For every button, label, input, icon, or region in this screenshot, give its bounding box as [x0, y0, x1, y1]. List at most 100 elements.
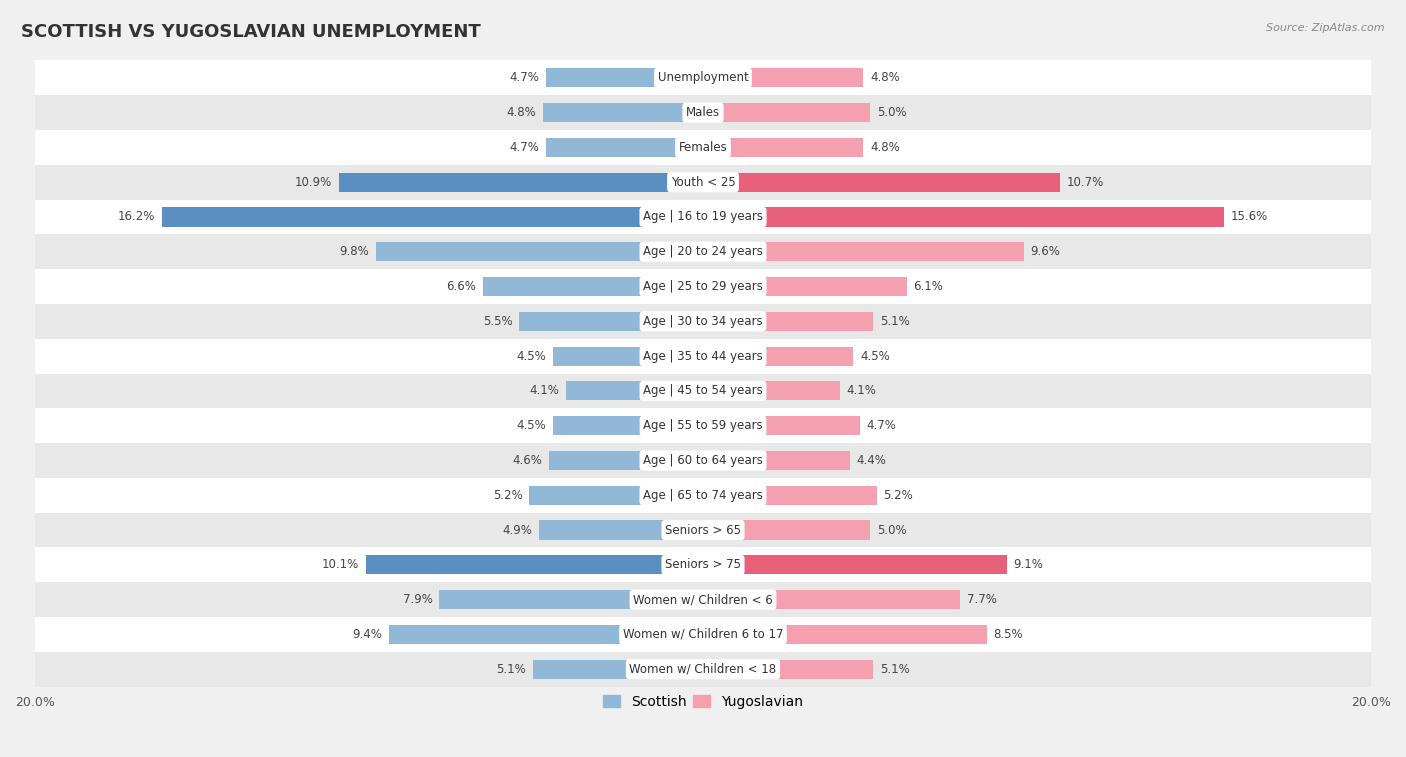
Bar	[567, 382, 703, 400]
Bar	[703, 277, 907, 296]
Text: 7.9%: 7.9%	[402, 593, 433, 606]
Text: Unemployment: Unemployment	[658, 71, 748, 84]
Text: Age | 45 to 54 years: Age | 45 to 54 years	[643, 385, 763, 397]
Bar	[35, 443, 1371, 478]
Text: 16.2%: 16.2%	[118, 210, 155, 223]
Bar	[703, 382, 839, 400]
Text: 5.1%: 5.1%	[880, 662, 910, 676]
Text: 4.8%: 4.8%	[870, 141, 900, 154]
Bar	[703, 521, 870, 540]
Bar	[533, 659, 703, 679]
Text: 10.1%: 10.1%	[322, 559, 359, 572]
Text: 4.4%: 4.4%	[856, 454, 887, 467]
Text: 4.5%: 4.5%	[516, 350, 546, 363]
Text: Age | 20 to 24 years: Age | 20 to 24 years	[643, 245, 763, 258]
Bar	[35, 200, 1371, 235]
Text: Females: Females	[679, 141, 727, 154]
Bar	[703, 207, 1225, 226]
Text: 4.1%: 4.1%	[530, 385, 560, 397]
Bar	[703, 312, 873, 331]
Bar	[482, 277, 703, 296]
Bar	[703, 659, 873, 679]
Bar	[703, 68, 863, 87]
Text: SCOTTISH VS YUGOSLAVIAN UNEMPLOYMENT: SCOTTISH VS YUGOSLAVIAN UNEMPLOYMENT	[21, 23, 481, 41]
Text: Males: Males	[686, 106, 720, 119]
Bar	[703, 242, 1024, 261]
Bar	[35, 235, 1371, 269]
Text: 9.6%: 9.6%	[1031, 245, 1060, 258]
Text: 5.2%: 5.2%	[883, 489, 912, 502]
Text: 6.1%: 6.1%	[914, 280, 943, 293]
Bar	[35, 95, 1371, 130]
Bar	[543, 103, 703, 122]
Bar	[439, 590, 703, 609]
Bar	[546, 68, 703, 87]
Bar	[529, 486, 703, 505]
Bar	[703, 556, 1007, 575]
Text: 4.7%: 4.7%	[509, 71, 540, 84]
Text: 4.5%: 4.5%	[516, 419, 546, 432]
Text: 4.8%: 4.8%	[506, 106, 536, 119]
Bar	[703, 451, 851, 470]
Bar	[703, 625, 987, 644]
Text: Seniors > 75: Seniors > 75	[665, 559, 741, 572]
Text: 5.1%: 5.1%	[496, 662, 526, 676]
Bar	[35, 512, 1371, 547]
Bar	[162, 207, 703, 226]
Text: 4.8%: 4.8%	[870, 71, 900, 84]
Text: 5.0%: 5.0%	[877, 106, 907, 119]
Legend: Scottish, Yugoslavian: Scottish, Yugoslavian	[598, 689, 808, 714]
Bar	[540, 521, 703, 540]
Text: Women w/ Children < 6: Women w/ Children < 6	[633, 593, 773, 606]
Text: 4.5%: 4.5%	[860, 350, 890, 363]
Text: Youth < 25: Youth < 25	[671, 176, 735, 188]
Bar	[519, 312, 703, 331]
Bar	[35, 61, 1371, 95]
Bar	[35, 408, 1371, 443]
Bar	[35, 269, 1371, 304]
Bar	[339, 173, 703, 192]
Bar	[35, 547, 1371, 582]
Bar	[703, 590, 960, 609]
Text: Age | 35 to 44 years: Age | 35 to 44 years	[643, 350, 763, 363]
Text: 10.9%: 10.9%	[295, 176, 332, 188]
Text: Seniors > 65: Seniors > 65	[665, 524, 741, 537]
Bar	[35, 304, 1371, 338]
Text: Age | 30 to 34 years: Age | 30 to 34 years	[643, 315, 763, 328]
Bar	[703, 138, 863, 157]
Bar	[375, 242, 703, 261]
Bar	[35, 338, 1371, 373]
Text: 4.1%: 4.1%	[846, 385, 876, 397]
Bar	[550, 451, 703, 470]
Text: Women w/ Children < 18: Women w/ Children < 18	[630, 662, 776, 676]
Text: 5.1%: 5.1%	[880, 315, 910, 328]
Text: 15.6%: 15.6%	[1230, 210, 1268, 223]
Text: 8.5%: 8.5%	[994, 628, 1024, 641]
Text: Source: ZipAtlas.com: Source: ZipAtlas.com	[1267, 23, 1385, 33]
Text: 7.7%: 7.7%	[967, 593, 997, 606]
Bar	[389, 625, 703, 644]
Text: 5.2%: 5.2%	[494, 489, 523, 502]
Text: Age | 25 to 29 years: Age | 25 to 29 years	[643, 280, 763, 293]
Text: 9.8%: 9.8%	[339, 245, 368, 258]
Text: 5.5%: 5.5%	[484, 315, 513, 328]
Text: Age | 16 to 19 years: Age | 16 to 19 years	[643, 210, 763, 223]
Bar	[553, 416, 703, 435]
Text: 6.6%: 6.6%	[446, 280, 475, 293]
Bar	[35, 373, 1371, 408]
Bar	[35, 478, 1371, 512]
Bar	[553, 347, 703, 366]
Text: 5.0%: 5.0%	[877, 524, 907, 537]
Text: 9.1%: 9.1%	[1014, 559, 1043, 572]
Bar	[546, 138, 703, 157]
Bar	[35, 130, 1371, 165]
Text: 4.7%: 4.7%	[866, 419, 897, 432]
Bar	[703, 416, 860, 435]
Bar	[35, 165, 1371, 200]
Bar	[703, 486, 877, 505]
Text: Age | 65 to 74 years: Age | 65 to 74 years	[643, 489, 763, 502]
Text: 9.4%: 9.4%	[353, 628, 382, 641]
Text: Age | 60 to 64 years: Age | 60 to 64 years	[643, 454, 763, 467]
Bar	[703, 347, 853, 366]
Bar	[703, 103, 870, 122]
